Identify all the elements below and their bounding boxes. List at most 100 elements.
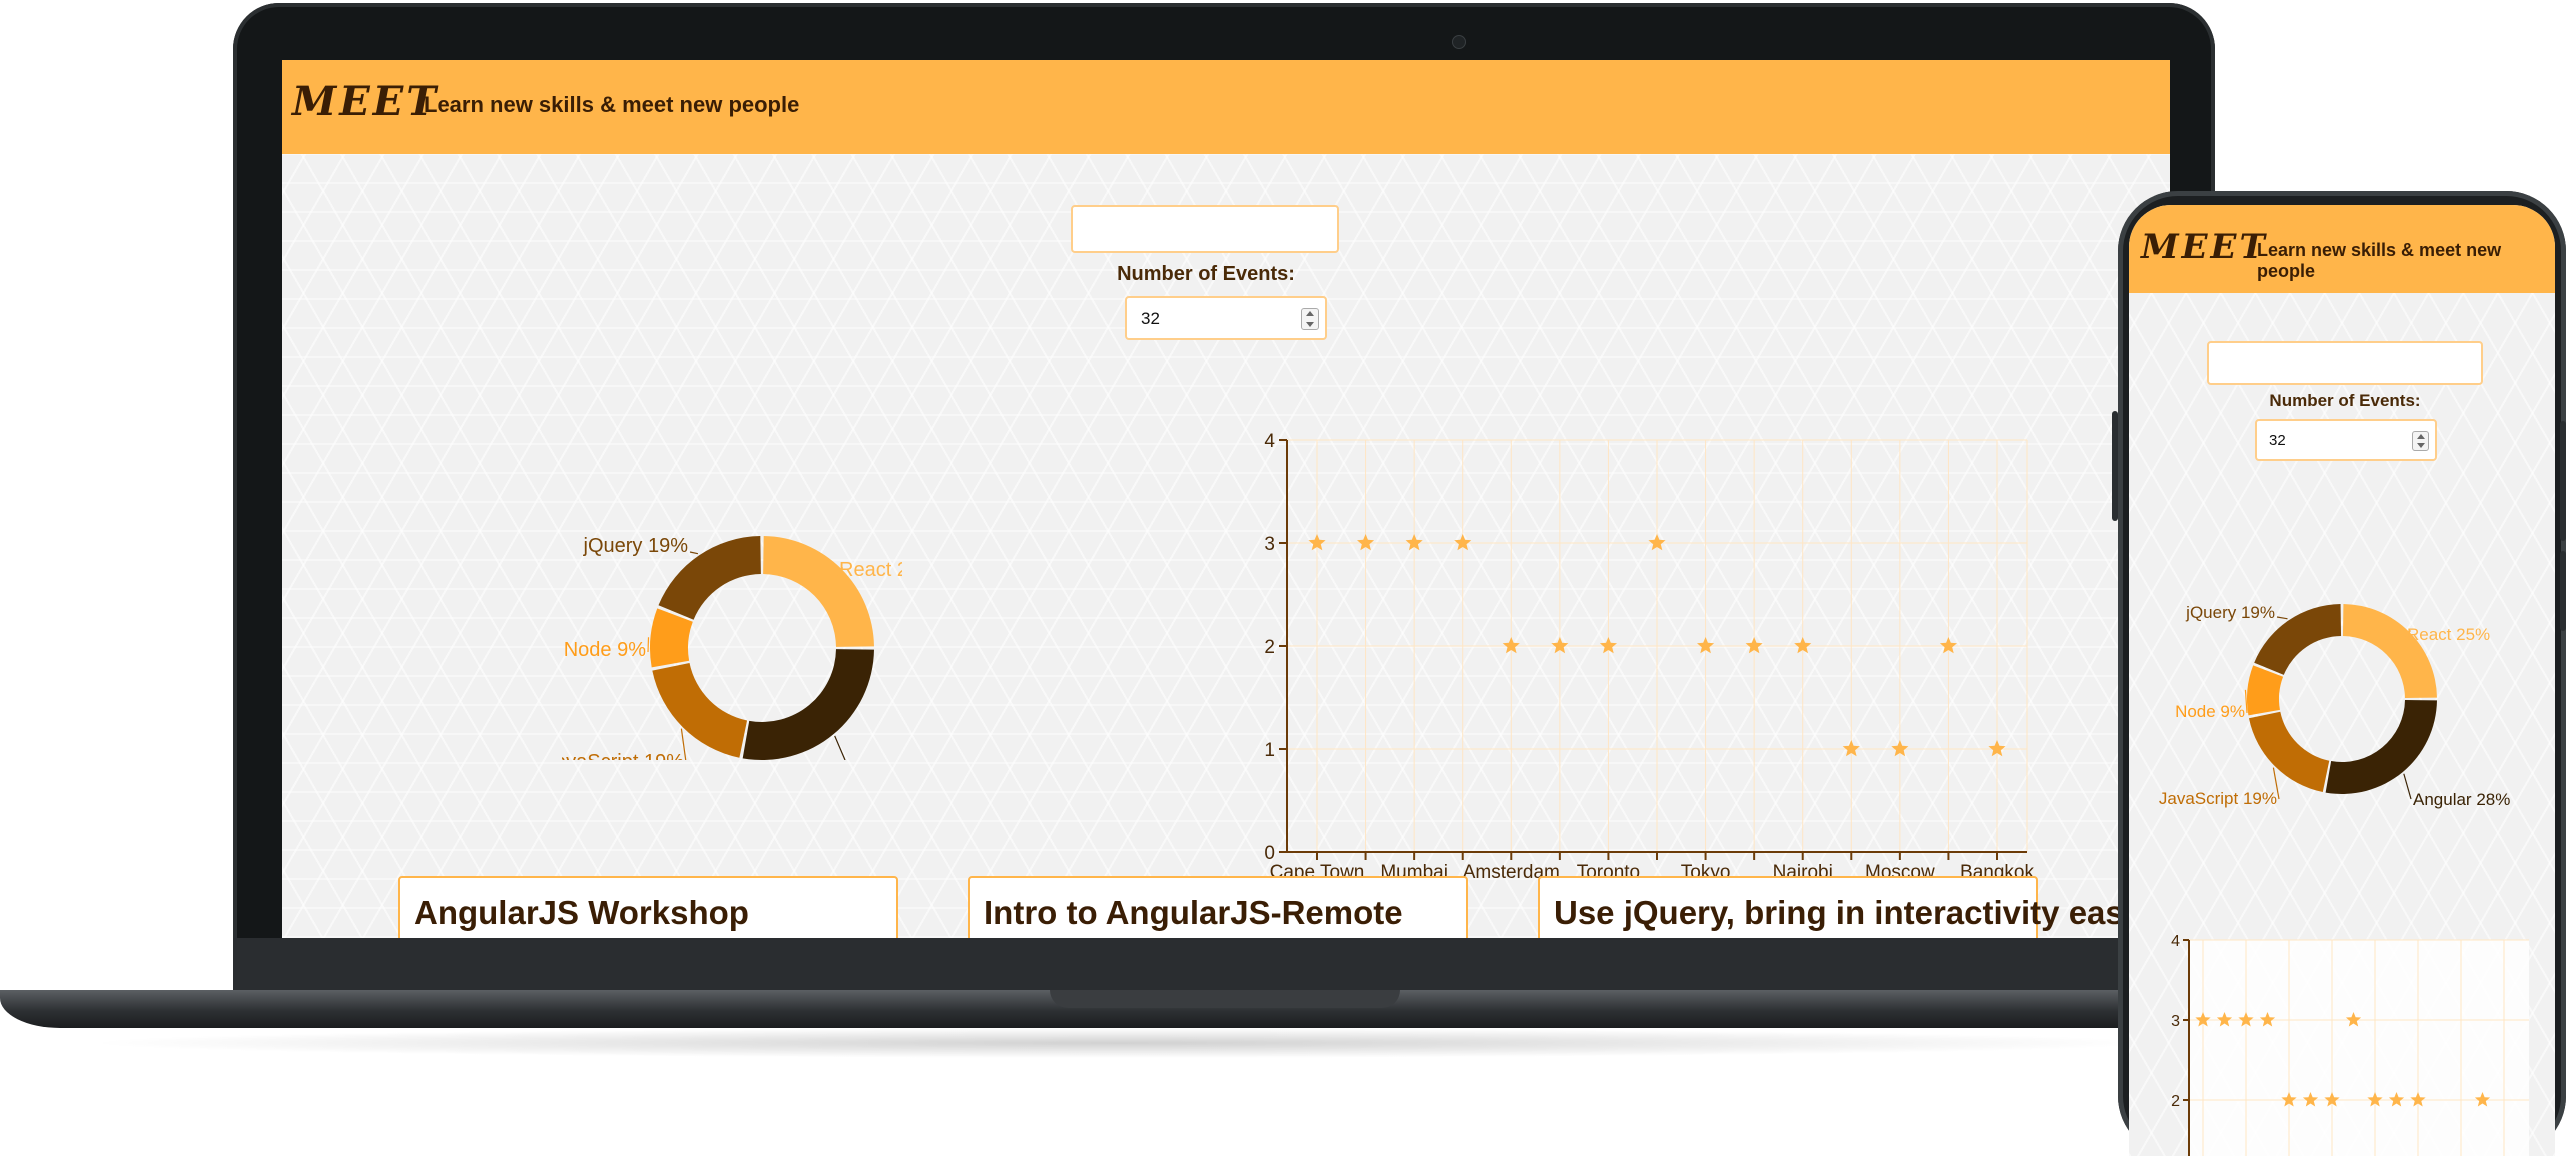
y-tick-label: 4: [2171, 933, 2180, 950]
pie-slice-react: [763, 536, 874, 647]
data-point: [2474, 1092, 2491, 1107]
pie-label-line: [2403, 773, 2412, 800]
laptop-chin: [233, 938, 2215, 993]
pie-slice-angular: [2325, 699, 2437, 794]
y-tick-label: 0: [1264, 843, 1275, 864]
data-point: [2367, 1092, 2383, 1107]
number-of-events-input[interactable]: 32: [1125, 296, 1327, 340]
pie-slice-javascript: [2248, 711, 2330, 793]
pie-label-jquery: jQuery 19%: [2185, 603, 2275, 622]
event-title: AngularJS Workshop: [414, 894, 749, 931]
y-tick-label: 2: [2171, 1093, 2180, 1110]
phone-events-scatter-chart: 4 3 2: [2171, 933, 2529, 1156]
data-point: [2388, 1092, 2405, 1107]
pie-slice-node: [2247, 665, 2284, 716]
event-card[interactable]: Intro to AngularJS-Remote: [968, 876, 1468, 938]
pie-label-line: [2404, 630, 2412, 640]
pie-label-line: [689, 551, 699, 555]
event-card[interactable]: AngularJS Workshop: [398, 876, 898, 938]
event-title: Intro to AngularJS-Remote: [984, 894, 1403, 931]
app-logo[interactable]: MEET: [292, 78, 440, 125]
data-point: [1988, 740, 2006, 757]
phone-pie-slices: [2247, 604, 2437, 794]
pie-label-line: [647, 637, 650, 653]
pie-labels: React 25%Angular 28%JavaScript 19%Node 9…: [562, 535, 902, 760]
y-tick-label: 2: [1264, 637, 1275, 658]
phone-pie-labels: React 25% Angular 28% JavaScript 19% Node 9…: [2159, 603, 2510, 809]
data-point: [2302, 1092, 2319, 1107]
phone-city-search-input[interactable]: [2207, 341, 2483, 385]
number-stepper-icon[interactable]: [1301, 308, 1319, 330]
laptop-screen: MEET Learn new skills & meet new people …: [282, 60, 2170, 938]
data-point: [1357, 534, 1375, 551]
pie-label-react: React 25%: [2407, 625, 2490, 644]
phone-plot-area: [2189, 940, 2529, 1156]
data-point: [1502, 637, 1520, 654]
data-point: [1454, 534, 1472, 551]
pie-label-javascript: JavaScript 19%: [562, 751, 684, 760]
event-card[interactable]: Use jQuery, bring in interactivity easil…: [1538, 876, 2160, 938]
pie-label-jquery: jQuery 19%: [583, 535, 689, 557]
phone-number-of-events-value: 32: [2269, 432, 2286, 449]
laptop-shadow: [80, 1028, 2160, 1058]
data-point: [2216, 1012, 2233, 1027]
data-point: [1842, 740, 1860, 757]
data-point: [2195, 1012, 2211, 1027]
pie-label-line: [2276, 616, 2288, 620]
laptop-notch: [1050, 990, 1400, 1008]
pie-slices: [650, 536, 874, 760]
x-tick-label: Nairobi: [1773, 862, 1833, 880]
y-tick-label: 1: [1264, 740, 1275, 761]
phone-app-header: MEET Learn new skills & meet new people: [2129, 205, 2555, 293]
number-of-events-value: 32: [1141, 309, 1160, 328]
number-of-events-label: Number of Events:: [1117, 263, 1295, 285]
y-tick-label: 4: [1264, 431, 1275, 452]
phone-side-button: [2560, 551, 2566, 631]
data-point: [1551, 637, 1569, 654]
data-point: [1794, 637, 1812, 654]
data-point: [2345, 1012, 2362, 1027]
city-search-input[interactable]: [1071, 205, 1339, 253]
phone-number-stepper-icon[interactable]: [2412, 431, 2429, 451]
x-tick-label: Tokyo: [1681, 862, 1731, 880]
phone-screen: MEET Learn new skills & meet new people …: [2129, 205, 2555, 1156]
data-point: [1308, 534, 1326, 551]
pie-label-node: Node 9%: [564, 639, 646, 661]
data-point: [1405, 534, 1423, 551]
data-point: [2238, 1012, 2254, 1027]
data-point: [1939, 637, 1957, 654]
app-tagline: Learn new skills & meet new people: [424, 92, 800, 117]
data-point: [2410, 1092, 2426, 1107]
phone-app-logo[interactable]: MEET: [2141, 227, 2268, 267]
x-tick-label: Amsterdam: [1463, 862, 1560, 880]
pie-slice-javascript: [652, 662, 748, 758]
data-point: [1745, 637, 1763, 654]
pie-slice-jquery: [2254, 604, 2342, 675]
data-point: [2324, 1092, 2340, 1107]
events-scatter-chart: 0 1 2 3 4 Cape Town Mumbai Amsterdam Toronto Toky…: [1264, 431, 2034, 880]
pie-label-line: [2272, 767, 2280, 800]
data-point: [1648, 534, 1666, 551]
x-tick-label: Mumbai: [1380, 862, 1448, 880]
pie-slice-react: [2342, 604, 2437, 699]
y-tick-label: 3: [2171, 1013, 2180, 1030]
laptop-camera: [1452, 35, 1466, 49]
genre-pie-chart: React 25%Angular 28%JavaScript 19%Node 9…: [562, 535, 902, 760]
x-tick-label: Bangkok: [1960, 862, 2034, 880]
pie-label-line: [680, 728, 687, 760]
data-point: [1891, 740, 1909, 757]
app-header: MEET Learn new skills & meet new people: [282, 60, 2170, 154]
pie-label-node: Node 9%: [2175, 702, 2245, 721]
y-tick-label: 3: [1264, 534, 1275, 555]
phone-number-of-events-input[interactable]: 32: [2255, 419, 2437, 461]
pie-label-line: [836, 567, 844, 579]
phone-side-button: [2560, 421, 2566, 541]
phone-genre-pie-chart: React 25% Angular 28% JavaScript 19% Node 9…: [2159, 603, 2510, 809]
pie-slice-node: [650, 608, 693, 668]
data-point: [2259, 1012, 2276, 1027]
data-point: [1697, 637, 1715, 654]
pie-label-line: [834, 735, 846, 760]
x-tick-label: Moscow: [1865, 862, 1935, 880]
data-point: [2281, 1092, 2297, 1107]
pie-slice-jquery: [658, 536, 761, 620]
